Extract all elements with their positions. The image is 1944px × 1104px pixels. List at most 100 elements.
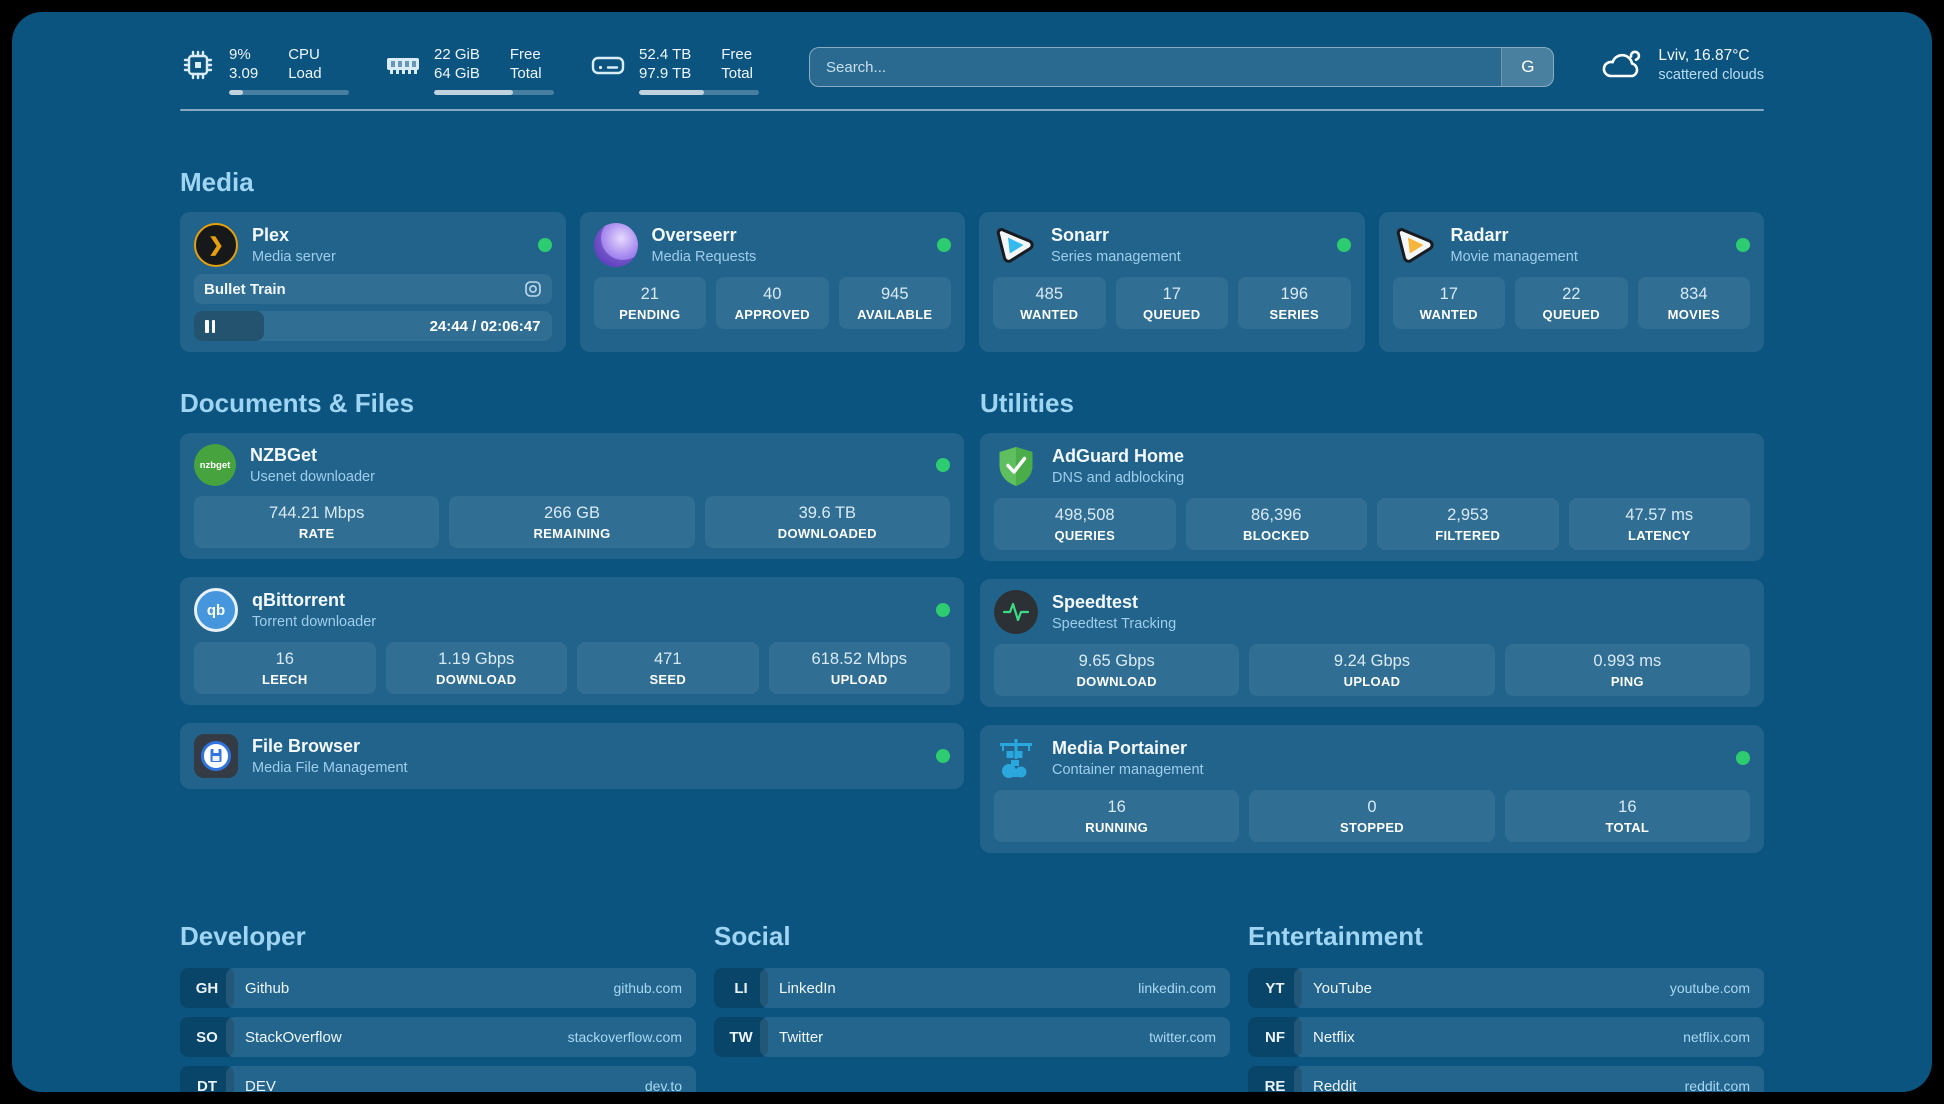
stat-tile: 834 MOVIES bbox=[1637, 277, 1750, 329]
filebrowser-subtitle: Media File Management bbox=[252, 760, 408, 776]
link-row-twitter[interactable]: TW Twitter twitter.com bbox=[714, 1017, 1230, 1057]
link-row-dev[interactable]: DT DEV dev.to bbox=[180, 1066, 696, 1092]
ram-total-label: Total bbox=[509, 65, 542, 82]
link-badge: RE bbox=[1248, 1066, 1302, 1092]
cpu-stat: 9% CPU 3.09 Load bbox=[180, 46, 349, 95]
search-input[interactable] bbox=[810, 48, 1502, 86]
disc-icon[interactable] bbox=[524, 280, 542, 298]
section-title-media: Media bbox=[180, 167, 254, 197]
filebrowser-title: File Browser bbox=[252, 736, 361, 756]
stat-tile: 266 GB REMAINING bbox=[449, 496, 695, 548]
disk-free-value: 52.4 TB bbox=[639, 46, 692, 63]
search-engine-label: G bbox=[1521, 57, 1535, 76]
overseerr-title: Overseerr bbox=[651, 225, 737, 245]
stat-tile: 0 STOPPED bbox=[1249, 790, 1495, 842]
link-row-reddit[interactable]: RE Reddit reddit.com bbox=[1248, 1066, 1764, 1092]
speedtest-title: Speedtest bbox=[1052, 592, 1139, 612]
link-name: Reddit bbox=[1313, 1077, 1357, 1093]
cpu-progress-bar bbox=[229, 90, 349, 95]
overseerr-card[interactable]: Overseerr Media Requests 21 PENDING 40 APP… bbox=[579, 212, 965, 352]
plex-card[interactable]: ❯ Plex Media server Bullet Train bbox=[180, 212, 566, 352]
overseerr-subtitle: Media Requests bbox=[651, 249, 757, 265]
portainer-icon bbox=[994, 736, 1038, 780]
plex-subtitle: Media server bbox=[252, 249, 336, 265]
stat-tile: 16 RUNNING bbox=[994, 790, 1240, 842]
nzbget-title: NZBGet bbox=[250, 445, 317, 465]
qbittorrent-icon: qb bbox=[194, 588, 238, 632]
radarr-subtitle: Movie management bbox=[1450, 249, 1578, 265]
ram-total-value: 64 GiB bbox=[434, 65, 480, 82]
link-name: DEV bbox=[245, 1077, 276, 1093]
radarr-card[interactable]: Radarr Movie management 17 WANTED 22 QUEUE… bbox=[1378, 212, 1764, 352]
filebrowser-icon bbox=[194, 734, 238, 778]
link-name: YouTube bbox=[1313, 979, 1372, 997]
link-row-linkedin[interactable]: LI LinkedIn linkedin.com bbox=[714, 968, 1230, 1008]
link-row-github[interactable]: GH Github github.com bbox=[180, 968, 696, 1008]
stat-tile: 16 TOTAL bbox=[1504, 790, 1750, 842]
portainer-subtitle: Container management bbox=[1052, 762, 1204, 778]
stat-tile: 22 QUEUED bbox=[1515, 277, 1628, 329]
adguard-icon bbox=[994, 444, 1038, 488]
overseerr-status-dot bbox=[937, 238, 951, 252]
speedtest-card[interactable]: Speedtest Speedtest Tracking 9.65 Gbps DO… bbox=[980, 579, 1764, 707]
ram-stat: 22 GiB Free 64 GiB Total bbox=[385, 46, 554, 95]
ram-free-value: 22 GiB bbox=[434, 46, 480, 63]
section-title-utilities: Utilities bbox=[980, 388, 1074, 418]
disk-icon bbox=[590, 47, 626, 83]
radarr-title: Radarr bbox=[1450, 225, 1509, 245]
cloud-icon bbox=[1600, 47, 1644, 83]
stat-tile: 471 SEED bbox=[577, 642, 759, 694]
stat-tile: 485 WANTED bbox=[993, 277, 1106, 329]
portainer-card[interactable]: Media Portainer Container management 16 R… bbox=[980, 725, 1764, 853]
link-row-netflix[interactable]: NF Netflix netflix.com bbox=[1248, 1017, 1764, 1057]
cpu-load-label: Load bbox=[288, 65, 322, 82]
nzbget-card[interactable]: nzbget NZBGet Usenet downloader 744.21 M… bbox=[180, 433, 964, 559]
weather-widget: Lviv, 16.87°C scattered clouds bbox=[1600, 47, 1764, 83]
portainer-status-dot bbox=[1736, 751, 1750, 765]
plex-now-playing-row: Bullet Train bbox=[194, 274, 552, 304]
search-engine-button[interactable]: G bbox=[1501, 48, 1554, 86]
top-bar: 9% CPU 3.09 Load bbox=[180, 46, 1764, 95]
link-url: linkedin.com bbox=[1138, 980, 1216, 996]
plex-icon: ❯ bbox=[194, 223, 238, 267]
speedtest-icon bbox=[994, 590, 1038, 634]
sonarr-card[interactable]: Sonarr Series management 485 WANTED 17 QUE… bbox=[979, 212, 1365, 352]
portainer-title: Media Portainer bbox=[1052, 738, 1188, 758]
section-title-entertainment: Entertainment bbox=[1248, 921, 1423, 951]
cpu-icon bbox=[180, 47, 216, 83]
qbittorrent-card[interactable]: qb qBittorrent Torrent downloader 16 LEEC… bbox=[180, 577, 964, 705]
stat-tile: 1.19 Gbps DOWNLOAD bbox=[385, 642, 567, 694]
pause-icon[interactable] bbox=[205, 319, 215, 333]
adguard-subtitle: DNS and adblocking bbox=[1052, 470, 1185, 486]
link-badge: GH bbox=[180, 968, 234, 1008]
stat-tile: 9.24 Gbps UPLOAD bbox=[1249, 644, 1495, 696]
weather-location-temp: Lviv, 16.87°C bbox=[1658, 47, 1750, 64]
stat-tile: 21 PENDING bbox=[593, 277, 706, 329]
nzbget-icon: nzbget bbox=[194, 444, 236, 486]
cpu-usage-value: 9% bbox=[229, 46, 251, 63]
ram-free-label: Free bbox=[509, 46, 541, 63]
sonarr-status-dot bbox=[1336, 238, 1351, 252]
sonarr-icon bbox=[993, 223, 1037, 267]
link-row-youtube[interactable]: YT YouTube youtube.com bbox=[1248, 968, 1764, 1008]
section-title-developer: Developer bbox=[180, 921, 306, 951]
media-grid: ❯ Plex Media server Bullet Train bbox=[180, 212, 1764, 352]
entertainment-section: Entertainment YT YouTube youtube.com NF N… bbox=[1248, 921, 1764, 1092]
plex-title: Plex bbox=[252, 225, 290, 245]
link-row-stackoverflow[interactable]: SO StackOverflow stackoverflow.com bbox=[180, 1017, 696, 1057]
disk-total-value: 97.9 TB bbox=[639, 65, 692, 82]
adguard-card[interactable]: AdGuard Home DNS and adblocking 498,508 Q… bbox=[980, 433, 1764, 561]
stat-tile: 744.21 Mbps RATE bbox=[194, 496, 440, 548]
ram-progress-bar bbox=[434, 90, 554, 95]
stat-tile: 47.57 ms LATENCY bbox=[1568, 498, 1750, 550]
disk-free-label: Free bbox=[721, 46, 753, 63]
stat-tile: 945 AVAILABLE bbox=[838, 277, 951, 329]
link-badge: YT bbox=[1248, 968, 1302, 1008]
plex-status-dot bbox=[537, 238, 552, 252]
ram-icon bbox=[385, 47, 421, 83]
stat-tile: 16 LEECH bbox=[194, 642, 376, 694]
cpu-load-value: 3.09 bbox=[229, 65, 259, 82]
filebrowser-card[interactable]: File Browser Media File Management bbox=[180, 723, 964, 789]
link-name: LinkedIn bbox=[779, 979, 836, 997]
search-bar: G bbox=[809, 47, 1555, 87]
